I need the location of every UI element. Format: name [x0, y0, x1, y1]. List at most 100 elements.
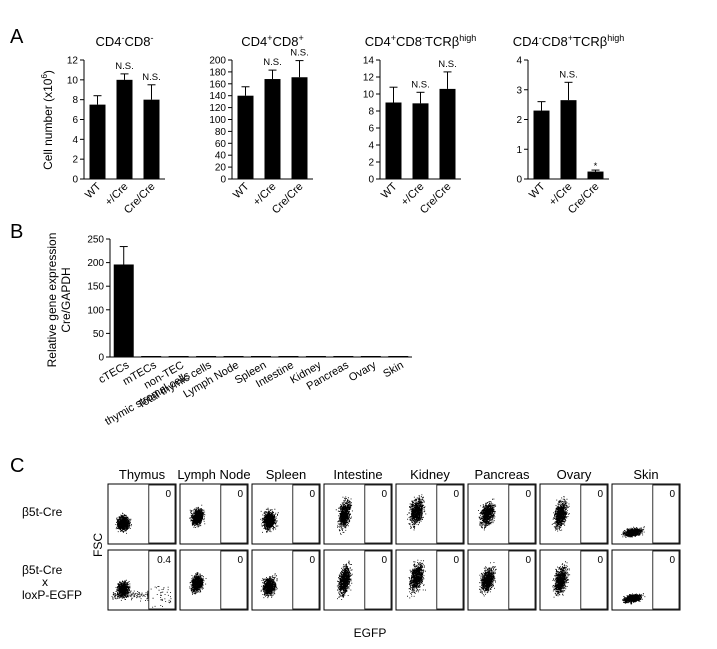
event-dots — [622, 593, 646, 605]
flow-plot: 0 — [467, 549, 537, 611]
gate-percentage: 0 — [165, 489, 171, 500]
flow-plot: 0 — [467, 483, 537, 545]
bar — [360, 356, 381, 357]
bar — [196, 356, 217, 357]
event-dots — [621, 526, 645, 538]
y-tick-label: 180 — [209, 67, 226, 78]
bar — [388, 356, 409, 357]
y-tick-label: 140 — [209, 91, 226, 102]
panel-label-b: B — [10, 221, 23, 243]
bar — [305, 356, 326, 357]
event-dots — [552, 561, 571, 598]
gate-box — [220, 484, 248, 544]
flow-plot: 0 — [395, 549, 465, 611]
y-tick-label: 120 — [209, 103, 226, 114]
tissue-header: Ovary — [557, 467, 592, 482]
flow-plot: 0 — [251, 483, 321, 545]
event-dots — [115, 512, 132, 534]
flow-plot: 0 — [539, 483, 609, 545]
panel-c-ylabel: FSC — [91, 533, 105, 557]
flow-plot: 0 — [395, 483, 465, 545]
y-tick-label: 3 — [516, 85, 522, 96]
row2-label-line3: loxP-EGFP — [22, 588, 82, 602]
panel-label-a: A — [10, 26, 24, 48]
flow-plot: 0 — [611, 483, 681, 545]
gate-box — [436, 550, 464, 610]
y-tick-label: 6 — [72, 115, 78, 126]
gate-percentage: 0 — [309, 555, 315, 566]
y-tick-label: 100 — [87, 305, 104, 316]
y-tick-label: 40 — [215, 151, 227, 162]
bar — [237, 95, 254, 179]
plot-frame — [107, 549, 177, 611]
bar — [587, 171, 604, 179]
gate-percentage: 0 — [525, 555, 531, 566]
chart-title: CD4+CD8+ — [241, 33, 304, 49]
bar — [439, 88, 456, 179]
plot-frame — [395, 549, 465, 611]
title-part: CD4 — [241, 34, 267, 49]
plot-frame — [395, 483, 465, 545]
gate-box — [292, 550, 320, 610]
plot-frame — [179, 549, 249, 611]
gate-percentage: 0 — [237, 489, 243, 500]
y-tick-label: 12 — [363, 73, 375, 84]
gate-box — [436, 484, 464, 544]
y-tick-label: 250 — [87, 235, 104, 246]
y-tick-label: 6 — [368, 124, 374, 135]
title-part: + — [568, 33, 573, 43]
gate-box — [148, 550, 176, 610]
y-tick-label: 50 — [93, 329, 105, 340]
gate-box — [292, 484, 320, 544]
y-tick-label: 2 — [72, 155, 78, 166]
gate-percentage: 0 — [381, 489, 387, 500]
tissue-header: Spleen — [266, 467, 306, 482]
plot-frame — [323, 549, 393, 611]
title-part: + — [391, 33, 396, 43]
plot-frame — [539, 483, 609, 545]
bar — [168, 356, 189, 357]
bar — [223, 356, 244, 357]
gate-percentage: 0 — [453, 489, 459, 500]
y-tick-label: 80 — [215, 127, 227, 138]
event-dots — [336, 560, 353, 600]
tissue-header: Kidney — [410, 467, 450, 482]
event-dots — [551, 496, 570, 532]
y-tick-label: 12 — [67, 56, 79, 67]
title-part: - — [422, 33, 425, 43]
chart-title: CD4+CD8-TCRβhigh — [365, 33, 477, 49]
event-dots — [479, 562, 497, 597]
significance-label: N.S. — [438, 59, 456, 70]
row2-label-line1: β5t-Cre — [22, 563, 63, 577]
y-tick-label: 60 — [215, 139, 227, 150]
row2-label-line2: x — [42, 575, 48, 589]
title-part: CD8 — [273, 34, 299, 49]
significance-label: N.S. — [115, 61, 133, 72]
bar — [264, 79, 281, 179]
title-part: high — [607, 33, 624, 43]
event-dots — [406, 494, 427, 531]
gate-box — [652, 484, 680, 544]
gate-percentage: 0 — [525, 489, 531, 500]
significance-label: N.S. — [559, 69, 577, 80]
bar — [113, 264, 134, 357]
y-tick-label: 160 — [209, 79, 226, 90]
y-tick-label: 0 — [516, 175, 522, 186]
gate-percentage: 0 — [453, 555, 459, 566]
gate-box — [508, 550, 536, 610]
title-part: high — [459, 33, 476, 43]
bar — [412, 103, 429, 179]
y-tick-label: 20 — [215, 163, 227, 174]
plot-frame — [539, 549, 609, 611]
y-tick-label: 10 — [363, 90, 375, 101]
tissue-header: Skin — [633, 467, 658, 482]
y-tick-label: 200 — [87, 258, 104, 269]
row1-label: β5t-Cre — [22, 505, 63, 519]
title-part: CD8 — [125, 34, 151, 49]
flow-plot: 0 — [611, 549, 681, 611]
bar — [333, 356, 354, 357]
gate-box — [364, 484, 392, 544]
event-dots — [335, 496, 353, 535]
